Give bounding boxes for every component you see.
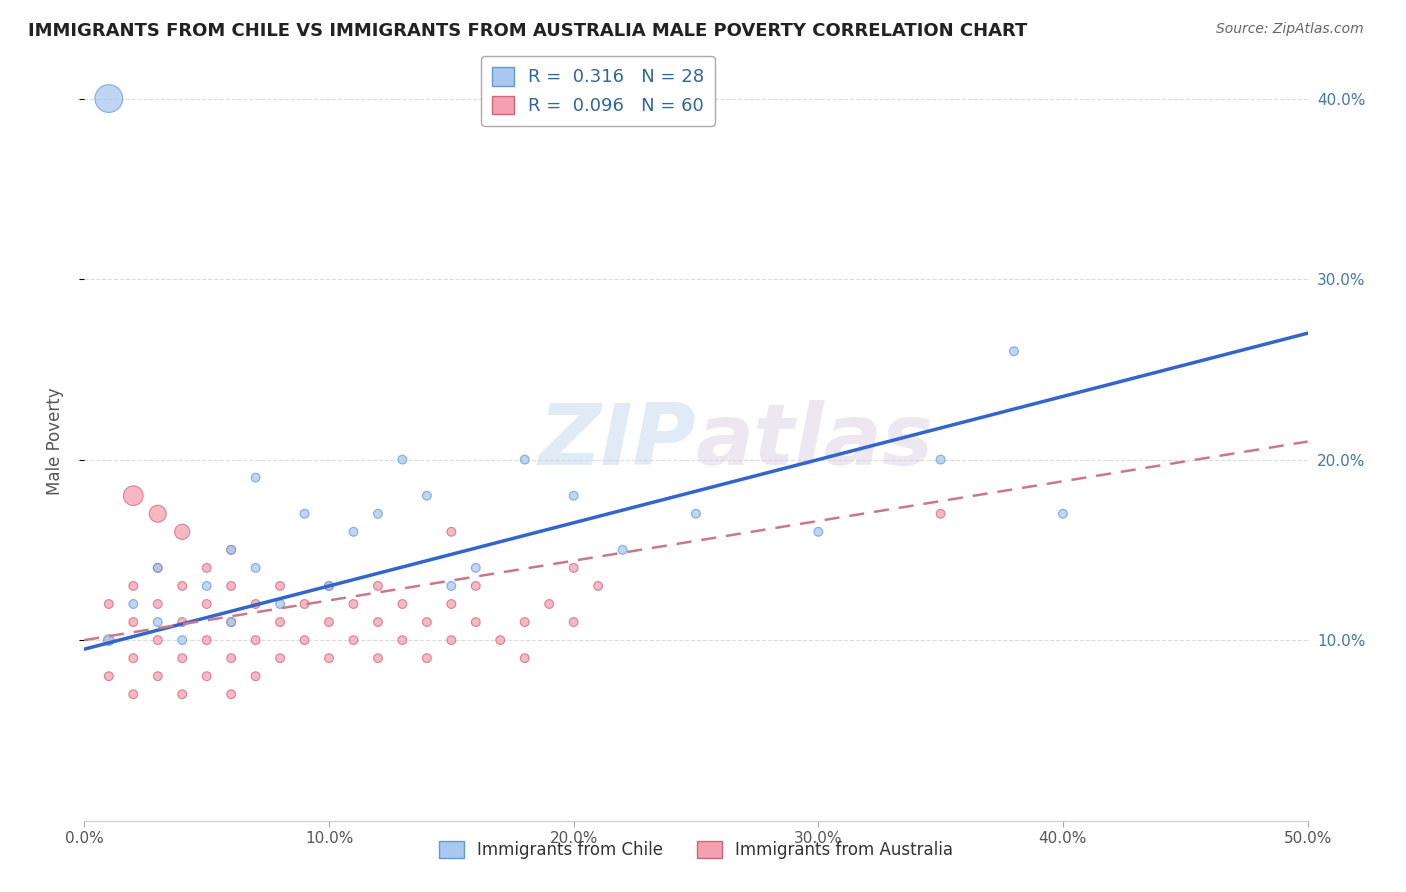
Point	[219, 542, 242, 557]
Point	[440, 597, 463, 611]
Point	[367, 651, 389, 665]
Point	[294, 633, 316, 648]
Point	[245, 597, 267, 611]
Point	[146, 597, 169, 611]
Y-axis label: Male Poverty: Male Poverty	[45, 388, 63, 495]
Point	[146, 615, 169, 629]
Point	[1052, 507, 1074, 521]
Point	[172, 579, 194, 593]
Text: IMMIGRANTS FROM CHILE VS IMMIGRANTS FROM AUSTRALIA MALE POVERTY CORRELATION CHAR: IMMIGRANTS FROM CHILE VS IMMIGRANTS FROM…	[28, 22, 1028, 40]
Point	[342, 597, 364, 611]
Point	[122, 597, 145, 611]
Point	[219, 651, 242, 665]
Point	[562, 561, 585, 575]
Point	[440, 579, 463, 593]
Point	[391, 452, 413, 467]
Point	[172, 651, 194, 665]
Point	[146, 633, 169, 648]
Point	[367, 579, 389, 593]
Point	[269, 615, 291, 629]
Point	[219, 542, 242, 557]
Point	[245, 470, 267, 484]
Point	[122, 579, 145, 593]
Point	[122, 651, 145, 665]
Point	[245, 669, 267, 683]
Point	[219, 579, 242, 593]
Point	[269, 597, 291, 611]
Point	[172, 633, 194, 648]
Point	[1002, 344, 1025, 359]
Point	[367, 615, 389, 629]
Point	[391, 597, 413, 611]
Point	[367, 507, 389, 521]
Point	[318, 579, 340, 593]
Point	[219, 615, 242, 629]
Point	[391, 633, 413, 648]
Point	[612, 542, 634, 557]
Point	[929, 507, 952, 521]
Point	[97, 633, 120, 648]
Point	[489, 633, 512, 648]
Text: Source: ZipAtlas.com: Source: ZipAtlas.com	[1216, 22, 1364, 37]
Point	[807, 524, 830, 539]
Point	[122, 687, 145, 701]
Point	[245, 561, 267, 575]
Point	[269, 579, 291, 593]
Point	[122, 489, 145, 503]
Point	[146, 561, 169, 575]
Point	[342, 524, 364, 539]
Point	[97, 91, 120, 105]
Point	[416, 489, 439, 503]
Text: ZIP: ZIP	[538, 400, 696, 483]
Point	[245, 633, 267, 648]
Point	[97, 633, 120, 648]
Point	[97, 669, 120, 683]
Point	[195, 561, 218, 575]
Point	[294, 507, 316, 521]
Point	[146, 507, 169, 521]
Point	[685, 507, 707, 521]
Point	[269, 651, 291, 665]
Point	[294, 597, 316, 611]
Point	[586, 579, 609, 593]
Point	[538, 597, 561, 611]
Point	[440, 633, 463, 648]
Point	[929, 452, 952, 467]
Point	[195, 579, 218, 593]
Point	[146, 669, 169, 683]
Legend: Immigrants from Chile, Immigrants from Australia: Immigrants from Chile, Immigrants from A…	[432, 834, 960, 865]
Point	[440, 524, 463, 539]
Point	[513, 615, 536, 629]
Point	[342, 633, 364, 648]
Point	[172, 615, 194, 629]
Point	[513, 651, 536, 665]
Point	[219, 687, 242, 701]
Point	[172, 524, 194, 539]
Point	[513, 452, 536, 467]
Point	[195, 633, 218, 648]
Point	[464, 579, 486, 593]
Point	[219, 615, 242, 629]
Point	[318, 579, 340, 593]
Text: atlas: atlas	[696, 400, 934, 483]
Point	[172, 687, 194, 701]
Point	[318, 651, 340, 665]
Point	[318, 615, 340, 629]
Point	[464, 561, 486, 575]
Point	[122, 615, 145, 629]
Point	[464, 615, 486, 629]
Point	[146, 561, 169, 575]
Point	[416, 651, 439, 665]
Point	[562, 489, 585, 503]
Point	[97, 597, 120, 611]
Point	[195, 669, 218, 683]
Point	[416, 615, 439, 629]
Point	[195, 597, 218, 611]
Point	[562, 615, 585, 629]
